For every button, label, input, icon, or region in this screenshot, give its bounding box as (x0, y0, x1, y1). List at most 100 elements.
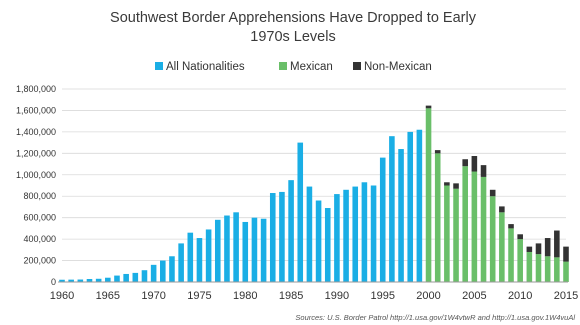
bar-mexican (453, 188, 459, 282)
bar-all-nationalities (114, 275, 120, 282)
x-tick-label: 1980 (233, 290, 257, 302)
bar-mexican (471, 171, 478, 282)
bar-mexican (544, 256, 551, 282)
x-tick-label: 1970 (141, 290, 165, 302)
bar-all-nationalities (224, 215, 230, 282)
bar-all-nationalities (205, 229, 212, 282)
bar-all-nationalities (233, 212, 239, 282)
bar-all-nationalities (398, 149, 404, 282)
legend-swatch-all-nationalities (155, 62, 163, 70)
chart-gridlines (62, 88, 566, 261)
bar-all-nationalities (306, 186, 313, 282)
bar-all-nationalities (196, 238, 203, 282)
bar-all-nationalities (297, 142, 304, 282)
y-axis-tick-labels: 0 200,000 400,000 600,000 800,000 1,000,000 1,… (16, 84, 56, 287)
bar-all-nationalities (334, 194, 340, 282)
bar-non-mexican (471, 156, 478, 172)
bar-mexican (480, 176, 487, 282)
y-tick-label: 1,600,000 (16, 105, 56, 115)
bar-all-nationalities (379, 157, 386, 282)
bar-mexican (462, 166, 468, 282)
x-tick-label: 1960 (50, 290, 74, 302)
x-axis-tick-labels: 1960 1965 1970 1975 1980 1985 1990 1995 2000 2005… (50, 290, 578, 302)
bar-all-nationalities (214, 219, 221, 282)
bar-all-nationalities (178, 243, 184, 282)
bar-mexican (499, 212, 505, 282)
bar-all-nationalities (416, 129, 423, 282)
bar-all-nationalities (279, 191, 285, 282)
y-tick-label: 1,000,000 (16, 170, 56, 180)
bar-all-nationalities (150, 264, 157, 282)
y-tick-label: 800,000 (23, 191, 56, 201)
bar-all-nationalities (123, 273, 129, 282)
y-tick-label: 600,000 (23, 213, 56, 223)
x-tick-label: 1965 (96, 290, 120, 302)
chart-title-line1: Southwest Border Apprehensions Have Drop… (110, 10, 477, 26)
x-tick-label: 2005 (462, 290, 486, 302)
bar-non-mexican (508, 224, 514, 229)
bar-non-mexican (554, 230, 560, 258)
x-tick-label: 1975 (187, 290, 211, 302)
bar-mexican (554, 257, 560, 282)
bar-non-mexican (517, 234, 523, 240)
bar-non-mexican (535, 243, 542, 255)
bar-mexican (526, 251, 533, 282)
bar-non-mexican (462, 159, 468, 167)
x-tick-label: 1985 (279, 290, 303, 302)
bar-all-nationalities (105, 277, 111, 282)
bar-mexican (535, 254, 542, 282)
bar-non-mexican (434, 150, 441, 154)
bar-all-nationalities (251, 217, 258, 282)
bar-all-nationalities (95, 278, 102, 282)
bar-non-mexican (563, 246, 569, 262)
bar-non-mexican (544, 238, 551, 257)
y-tick-label: 400,000 (23, 234, 56, 244)
bar-all-nationalities (407, 131, 414, 282)
bar-mexican (425, 108, 432, 282)
bar-all-nationalities (160, 260, 166, 282)
legend-swatch-mexican (279, 62, 287, 70)
bar-all-nationalities (324, 208, 331, 282)
chart-source-note: Sources: U.S. Border Patrol http://1.usa… (295, 313, 575, 322)
bar-all-nationalities (389, 136, 395, 282)
x-tick-label: 1995 (370, 290, 394, 302)
bar-all-nationalities (269, 193, 276, 282)
y-tick-label: 1,200,000 (16, 148, 56, 158)
bar-non-mexican (526, 246, 533, 252)
y-tick-label: 1,800,000 (16, 84, 56, 94)
bar-mexican (444, 185, 450, 282)
bar-non-mexican (489, 189, 496, 197)
bar-non-mexican (425, 105, 432, 109)
bar-mexican (434, 153, 441, 282)
y-tick-label: 1,400,000 (16, 127, 56, 137)
x-tick-label: 2015 (554, 290, 578, 302)
x-tick-label: 1990 (325, 290, 349, 302)
y-tick-label: 0 (51, 277, 56, 287)
bar-all-nationalities (86, 279, 93, 282)
bar-non-mexican (499, 206, 505, 213)
bar-all-nationalities (141, 270, 148, 282)
x-tick-label: 2000 (416, 290, 440, 302)
bar-all-nationalities (352, 186, 359, 282)
bar-all-nationalities (132, 272, 139, 282)
bar-all-nationalities (288, 180, 294, 282)
bar-non-mexican (444, 182, 450, 186)
bar-all-nationalities (187, 232, 194, 282)
bar-mexican (563, 261, 569, 282)
bar-mexican (508, 228, 514, 282)
chart-legend: All Nationalities Mexican Non-Mexican (155, 61, 432, 73)
bar-all-nationalities (343, 189, 349, 282)
bar-all-nationalities (315, 200, 322, 282)
bar-all-nationalities (169, 256, 175, 282)
bar-non-mexican (453, 183, 459, 189)
bar-all-nationalities (260, 218, 267, 282)
bar-all-nationalities (77, 279, 84, 282)
bar-all-nationalities (361, 182, 368, 282)
legend-swatch-non-mexican (353, 62, 361, 70)
bar-mexican (517, 239, 523, 282)
bar-all-nationalities (68, 279, 74, 282)
bar-all-nationalities (370, 185, 377, 282)
bar-all-nationalities (242, 221, 249, 282)
bar-mexican (489, 196, 496, 282)
chart-bars (59, 105, 569, 282)
